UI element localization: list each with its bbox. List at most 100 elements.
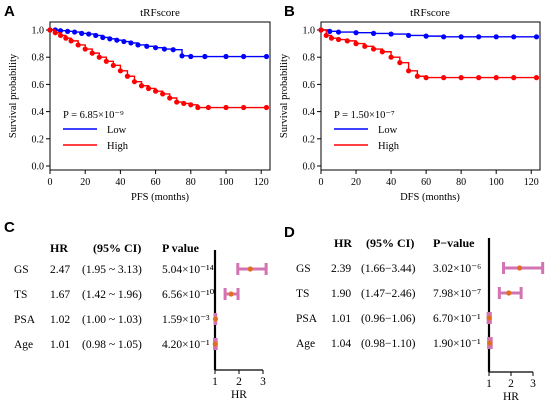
data-point-low [533, 34, 540, 40]
data-point-high [223, 104, 229, 111]
data-point-high [353, 41, 359, 47]
data-point-high [110, 62, 116, 68]
data-point-high [423, 75, 429, 81]
row-label: GS [296, 263, 311, 275]
data-point-high [131, 79, 138, 85]
row-label: Age [296, 338, 315, 350]
column-header: HR [334, 236, 352, 250]
x-tick-label: 2 [236, 376, 242, 388]
data-point-high [160, 91, 166, 97]
survival-plots: tRFscore 0 20 40 60 80 100 120 0.0 0.2 0.4 0.6 0.8 1.… [8, 7, 541, 203]
hr-value: 1.02 [50, 314, 70, 326]
data-point-low [423, 33, 429, 39]
x-tick-label: 40 [386, 177, 396, 188]
x-axis-label: HR [231, 389, 247, 401]
data-point-high [167, 95, 173, 101]
data-point-high [138, 83, 145, 89]
y-axis-label: Survival probability [8, 53, 19, 138]
x-tick-label: 120 [524, 177, 539, 188]
hr-value: 1.01 [50, 339, 70, 351]
p-value: 3.02×10⁻⁶ [433, 263, 481, 275]
x-tick-label: 100 [489, 177, 504, 188]
data-point-low [100, 34, 106, 41]
p-value: 1.90×10⁻¹ [433, 338, 481, 350]
data-point-high [511, 75, 517, 81]
data-point-high [63, 35, 69, 41]
data-point-low [135, 42, 141, 48]
x-tick-label: 2 [508, 378, 514, 390]
data-point-low [161, 46, 167, 52]
data-point-high [68, 38, 74, 44]
data-point-high [441, 75, 447, 81]
p-value: 5.04×10⁻¹⁴ [162, 264, 214, 276]
forest-panel-c: HR (95% CI) P value 1 2 3 HR GS 2.47 (1.95 ~ 3.13… [14, 241, 268, 401]
hr-value: 1.04 [331, 338, 351, 350]
hr-value: 1.67 [50, 289, 70, 301]
data-point-low [241, 53, 247, 60]
y-tick-label: 0.6 [303, 80, 316, 91]
data-point-low [406, 32, 412, 39]
forest-plots: HR (95% CI) P value 1 2 3 HR GS 2.47 (1.95 ~ 3.13… [14, 236, 545, 403]
plot-frame [49, 21, 271, 171]
x-tick-label: 80 [186, 177, 196, 188]
hr-point [212, 341, 218, 347]
hr-point [506, 290, 512, 296]
data-point-high [47, 27, 53, 33]
x-tick-label: 20 [351, 177, 361, 188]
data-point-low [388, 31, 394, 37]
x-tick-label: 3 [530, 378, 536, 390]
p-value-annotation: P = 6.85×10⁻⁹ [63, 110, 124, 121]
data-point-high [195, 104, 201, 111]
y-tick-label: 0.8 [303, 53, 316, 64]
data-point-high [263, 104, 270, 111]
x-tick-label: 1 [212, 376, 218, 388]
data-point-high [188, 102, 194, 108]
data-point-high [362, 43, 368, 49]
km-panel-a: tRFscore 0 20 40 60 80 100 120 0.0 0.2 0.4 0.6 0.8 1.… [8, 7, 271, 203]
p-value-annotation: P = 1.50×10⁻⁷ [334, 110, 395, 121]
y-tick-label: 0.2 [303, 134, 316, 145]
data-point-low [458, 34, 464, 40]
column-header: P value [162, 241, 200, 255]
data-point-low [65, 28, 71, 34]
data-point-low [86, 31, 92, 37]
data-point-low [170, 47, 176, 53]
legend-label-low: Low [107, 125, 127, 136]
data-point-low [144, 43, 150, 49]
ci-value: (1.47−2.46) [361, 288, 416, 300]
data-point-low [93, 32, 99, 39]
x-tick-label: 20 [80, 177, 90, 188]
data-point-low [128, 40, 134, 46]
panel-letter-a: A [4, 3, 15, 20]
data-point-high [96, 54, 102, 60]
data-point-high [181, 100, 187, 107]
data-point-high [145, 85, 152, 92]
row-label: PSA [14, 314, 36, 326]
p-value: 4.20×10⁻¹ [162, 339, 210, 351]
data-point-high [117, 68, 123, 74]
ci-value: (1.66−3.44) [361, 263, 416, 275]
hr-point [516, 265, 523, 271]
data-point-low [57, 28, 64, 34]
data-point-low [335, 29, 342, 35]
y-tick-label: 0.4 [303, 107, 316, 118]
y-tick-label: 0.4 [32, 107, 45, 118]
column-header: (95% CI) [366, 236, 414, 250]
data-point-high [328, 35, 335, 41]
data-point-high [318, 27, 324, 33]
series-line-low [321, 29, 537, 38]
x-tick-label: 80 [456, 177, 466, 188]
hr-point [486, 315, 492, 321]
ci-value: (0.98 ~ 1.05) [82, 339, 142, 351]
data-point-low [107, 36, 113, 42]
p-value: 6.56×10⁻¹⁰ [162, 289, 215, 301]
y-tick-label: 1.0 [303, 26, 316, 37]
x-axis-label: DFS (months) [400, 192, 460, 203]
series-line-high [50, 29, 267, 109]
y-tick-label: 1.0 [32, 26, 45, 37]
data-point-low [72, 29, 78, 35]
p-value: 7.98×10⁻⁷ [433, 288, 481, 300]
hr-point [212, 316, 219, 322]
x-tick-label: 0 [319, 177, 324, 188]
column-header: (95% CI) [93, 241, 141, 255]
